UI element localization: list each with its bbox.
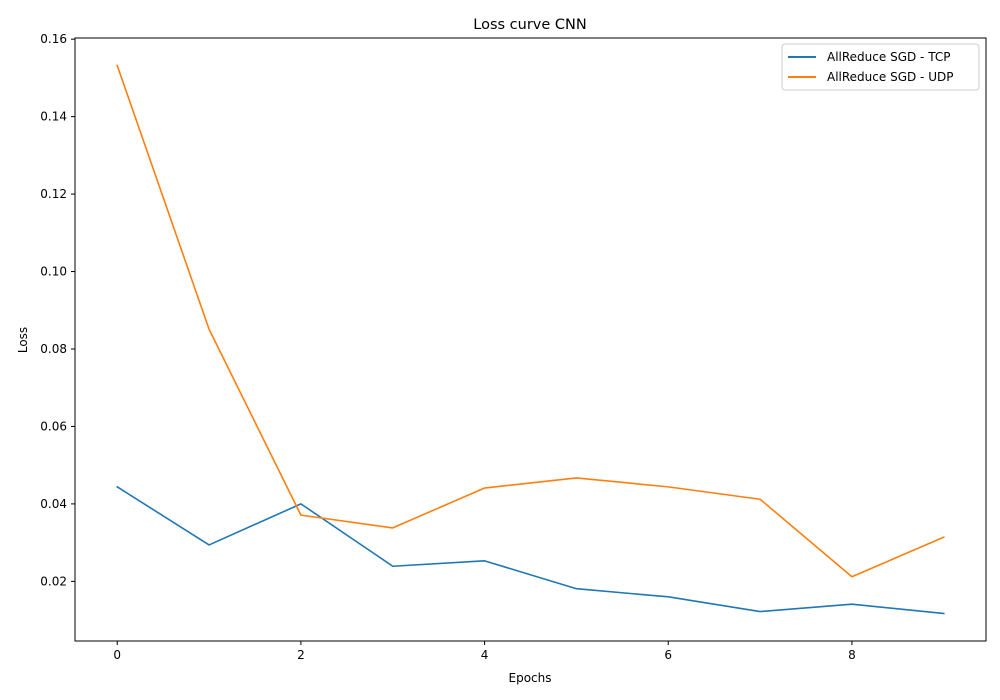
legend-label-udp: AllReduce SGD - UDP <box>827 70 953 84</box>
data-point <box>759 498 761 500</box>
series-line-udp <box>116 64 945 578</box>
data-point <box>943 613 945 615</box>
x-tick-label: 8 <box>848 648 856 662</box>
data-point <box>300 514 302 516</box>
x-tick-label: 6 <box>664 648 672 662</box>
series-line-tcp <box>116 485 945 615</box>
y-tick-label: 0.08 <box>40 342 67 356</box>
data-point <box>208 328 210 330</box>
data-point <box>576 588 578 590</box>
y-tick-label: 0.14 <box>40 110 67 124</box>
data-point <box>667 486 669 488</box>
y-tick-label: 0.02 <box>40 574 67 588</box>
y-tick-label: 0.12 <box>40 187 67 201</box>
axes <box>74 37 987 642</box>
data-point <box>576 477 578 479</box>
data-point <box>392 527 394 529</box>
data-point <box>759 611 761 613</box>
y-axis-label: Loss <box>16 327 30 353</box>
chart-title: Loss curve CNN <box>473 17 586 33</box>
x-tick-label: 0 <box>113 648 121 662</box>
data-point <box>484 560 486 562</box>
y-tick-label: 0.16 <box>40 32 67 46</box>
x-tick-label: 2 <box>297 648 305 662</box>
y-tick-label: 0.06 <box>40 419 67 433</box>
data-point <box>943 536 945 538</box>
legend-label-tcp: AllReduce SGD - TCP <box>827 50 950 64</box>
legend: AllReduce SGD - TCP AllReduce SGD - UDP <box>781 43 980 91</box>
data-point <box>392 565 394 567</box>
x-tick-label: 4 <box>481 648 489 662</box>
plot-frame <box>74 37 987 642</box>
data-point <box>300 503 302 505</box>
plot-lines <box>116 64 945 615</box>
legend-box <box>781 43 980 91</box>
x-axis-ticks: 0 2 4 6 8 <box>113 641 856 662</box>
y-tick-label: 0.10 <box>40 265 67 279</box>
data-point <box>851 576 853 578</box>
data-point <box>851 603 853 605</box>
data-point <box>667 596 669 598</box>
data-point <box>116 486 118 488</box>
data-point <box>484 487 486 489</box>
y-tick-label: 0.04 <box>40 497 67 511</box>
data-point <box>208 544 210 546</box>
x-axis-label: Epochs <box>509 671 552 685</box>
y-axis-ticks: 0.02 0.04 0.06 0.08 0.10 0.12 0.14 0.16 <box>40 32 75 588</box>
data-point <box>116 65 118 67</box>
